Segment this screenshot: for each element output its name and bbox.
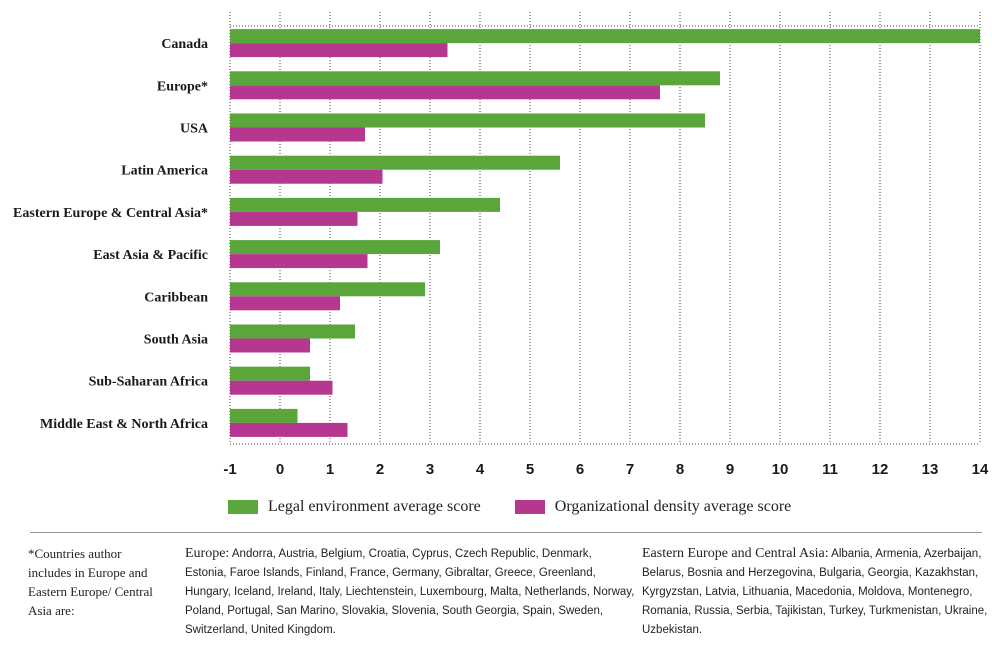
bar-legal [230, 197, 500, 212]
x-tick-label: 1 [326, 461, 334, 478]
bar-legal [230, 71, 720, 86]
footnote-divider [30, 532, 982, 533]
bar-org [230, 296, 340, 311]
category-label: Eastern Europe & Central Asia* [13, 206, 208, 221]
category-label: Latin America [121, 164, 208, 179]
category-label: East Asia & Pacific [93, 248, 208, 263]
x-tick-label: 8 [676, 461, 684, 478]
bar-org [230, 169, 383, 184]
x-tick-label: 3 [426, 461, 434, 478]
x-tick-label: 13 [922, 461, 939, 478]
bar-legal [230, 240, 440, 255]
category-label: Canada [161, 37, 208, 52]
x-tick-label: 10 [772, 461, 789, 478]
bar-org [230, 127, 365, 142]
x-tick-label: -1 [223, 461, 236, 478]
legend-label-org: Organizational density average score [554, 498, 792, 515]
bar-org [230, 254, 368, 269]
bar-legal [230, 366, 310, 381]
category-label: USA [180, 122, 209, 137]
x-tick-label: 2 [376, 461, 384, 478]
category-label: Sub-Saharan Africa [89, 375, 208, 390]
bar-chart: Canada Europe* USA Latin America Eastern Eur… [13, 12, 989, 478]
footnote-europe-list: Andorra, Austria, Belgium, Croatia, Cypr… [185, 548, 635, 636]
x-tick-label: 0 [276, 461, 284, 478]
x-tick-label: 12 [872, 461, 889, 478]
bar-legal [230, 113, 705, 128]
category-label: Middle East & North Africa [40, 417, 208, 432]
legend-label-legal: Legal environment average score [268, 498, 481, 515]
legend-swatch-legal [228, 500, 258, 514]
legend-item-org: Organizational density average score [514, 498, 792, 516]
bar-org [230, 422, 348, 437]
footnote-eeca: Eastern Europe and Central Asia: Albania… [642, 544, 992, 640]
bar-org [230, 43, 448, 58]
x-tick-label: 5 [526, 461, 534, 478]
category-label: Caribbean [144, 290, 208, 305]
bar-legal [230, 408, 298, 423]
chart-legend: Legal environment average score Organiza… [228, 498, 791, 516]
category-label: South Asia [144, 333, 208, 348]
x-tick-label: 9 [726, 461, 734, 478]
x-tick-label: 6 [576, 461, 584, 478]
bar-org [230, 380, 333, 395]
footnote-europe: Europe: Andorra, Austria, Belgium, Croat… [185, 544, 635, 640]
bar-legal [230, 282, 425, 297]
x-tick-label: 11 [822, 461, 838, 478]
x-tick-label: 14 [972, 461, 989, 478]
x-tick-label: 7 [626, 461, 634, 478]
bar-legal [230, 324, 355, 339]
footnote-eeca-list: Albania, Armenia, Azerbaijan, Belarus, B… [642, 548, 988, 636]
legend-swatch-org [514, 500, 545, 514]
legend-item-legal: Legal environment average score [228, 498, 481, 516]
footnote-europe-heading: Europe: [185, 546, 230, 561]
footnote-note: *Countries author includes in Europe and… [28, 546, 153, 618]
bar-org [230, 85, 660, 100]
footnote-eeca-heading: Eastern Europe and Central Asia: [642, 546, 829, 561]
bar-org [230, 338, 310, 353]
bar-legal [230, 155, 560, 170]
category-label: Europe* [157, 79, 208, 94]
x-tick-label: 4 [476, 461, 485, 478]
bar-legal [230, 29, 980, 44]
bar-org [230, 211, 358, 226]
